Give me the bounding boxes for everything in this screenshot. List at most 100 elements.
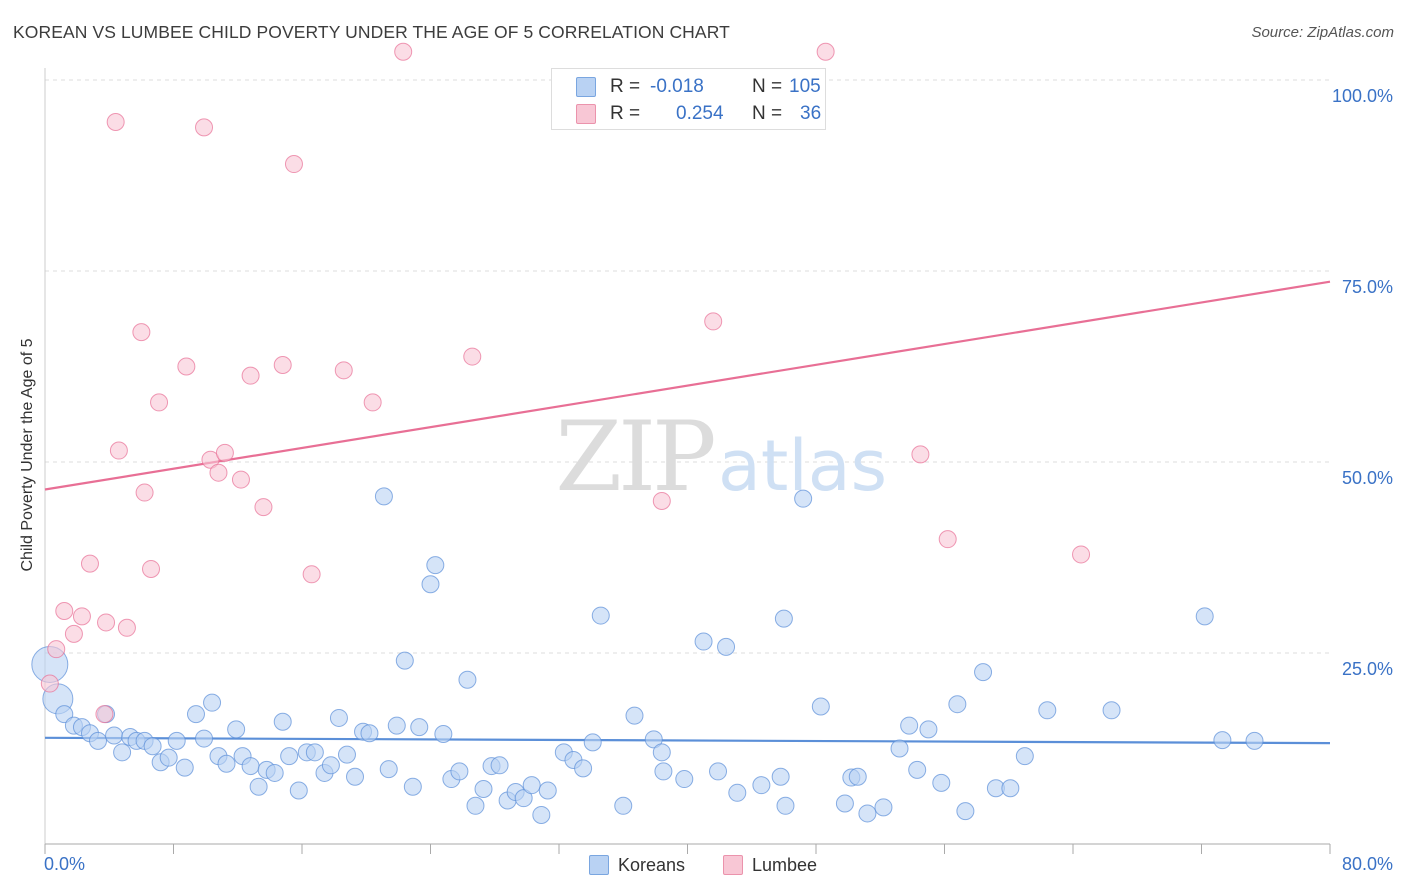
lumbee-point [132,323,151,342]
legend-item-koreans[interactable]: Koreans [588,854,685,876]
koreans-point [159,748,178,767]
koreans-point [956,802,975,821]
lumbee-point [109,441,128,460]
koreans-point [583,733,602,752]
koreans-point [379,760,398,779]
koreans-point [360,724,379,743]
legend-label-koreans: Koreans [617,854,685,875]
lumbee-point [97,613,116,632]
koreans-point [273,712,292,731]
koreans-point [466,796,485,815]
stats-legend: R = -0.018 N = 105 R = 0.254 N = 36 [551,68,826,130]
koreans-point [858,804,877,823]
koreans-point [374,487,393,506]
koreans-point [675,770,694,789]
lumbee-point [117,618,136,637]
koreans-point [305,743,324,762]
koreans-point [776,796,795,815]
r-label: R = [610,103,641,124]
lumbee-point [142,559,161,578]
koreans-point [403,777,422,796]
koreans-point [1015,747,1034,766]
lumbee-point [816,42,835,61]
koreans-point [1001,779,1020,798]
trend-lines [44,280,1331,745]
lumbee-point [241,366,260,385]
koreans-point [717,637,736,656]
y-tick-label: 100.0% [1332,86,1393,106]
koreans-point [395,651,414,670]
x-tick-label: 80.0% [1342,854,1393,874]
lumbee-point [195,118,214,137]
r-value: 0.254 [676,103,724,124]
koreans-point [113,743,132,762]
lumbee-trend-line [44,280,1331,491]
koreans-point [874,798,893,817]
y-tick-label: 50.0% [1342,468,1393,488]
koreans-point [794,489,813,508]
lumbee-point [302,565,321,584]
koreans-point [652,743,671,762]
koreans-point [574,759,593,778]
lumbee-point [652,491,671,510]
lumbee-point [463,347,482,366]
koreans-point [175,758,194,777]
koreans-point [1102,701,1121,720]
n-value: 105 [789,76,821,97]
lumbee-point [911,445,930,464]
koreans-point [217,754,236,773]
legend-item-lumbee[interactable]: Lumbee [722,855,817,876]
koreans-point [932,773,951,792]
koreans-point [167,731,186,750]
koreans-point [421,575,440,594]
koreans-point [538,781,557,800]
data-points [31,42,1264,824]
koreans-point [249,777,268,796]
koreans-point [848,767,867,786]
watermark-zip: ZIP [555,401,714,513]
lumbee-point [95,705,114,724]
koreans-point [900,716,919,735]
koreans-point [410,718,429,737]
lumbee-point [209,463,228,482]
lumbee-point [254,498,273,517]
lumbee-point [135,483,154,502]
y-tick-label: 25.0% [1342,659,1393,679]
koreans-point [434,724,453,743]
lumbee-point [215,443,234,462]
lumbee-point [64,624,83,643]
koreans-point [948,695,967,714]
r-value: -0.018 [650,76,704,97]
koreans-point [186,705,205,724]
koreans-point [346,767,365,786]
lumbee-point [106,113,125,132]
koreans-point [771,767,790,786]
n-value: 36 [800,103,822,124]
lumbee-point [55,601,74,620]
koreans-point [195,729,214,748]
koreans-point [289,781,308,800]
koreans-point [329,708,348,727]
koreans-point [919,720,938,739]
koreans-point [143,737,162,756]
koreans-point [514,789,533,808]
koreans-point [1213,731,1232,750]
lumbee-swatch [722,855,743,875]
source-label: Source: ZipAtlas.com [1251,24,1394,41]
x-axis [44,843,1331,854]
koreans-point [522,776,541,795]
koreans-point [654,762,673,781]
lumbee-point [40,674,59,693]
x-tick-label: 0.0% [44,854,85,874]
watermark: ZIP atlas [555,401,887,513]
koreans-point [241,757,260,776]
lumbee-point [704,312,723,331]
koreans-point [89,731,108,750]
koreans-point [614,796,633,815]
lumbee-point [334,361,353,380]
lumbee-swatch [576,104,596,124]
koreans-point [337,745,356,764]
koreans-point [458,670,477,689]
lumbee-point [284,155,303,174]
